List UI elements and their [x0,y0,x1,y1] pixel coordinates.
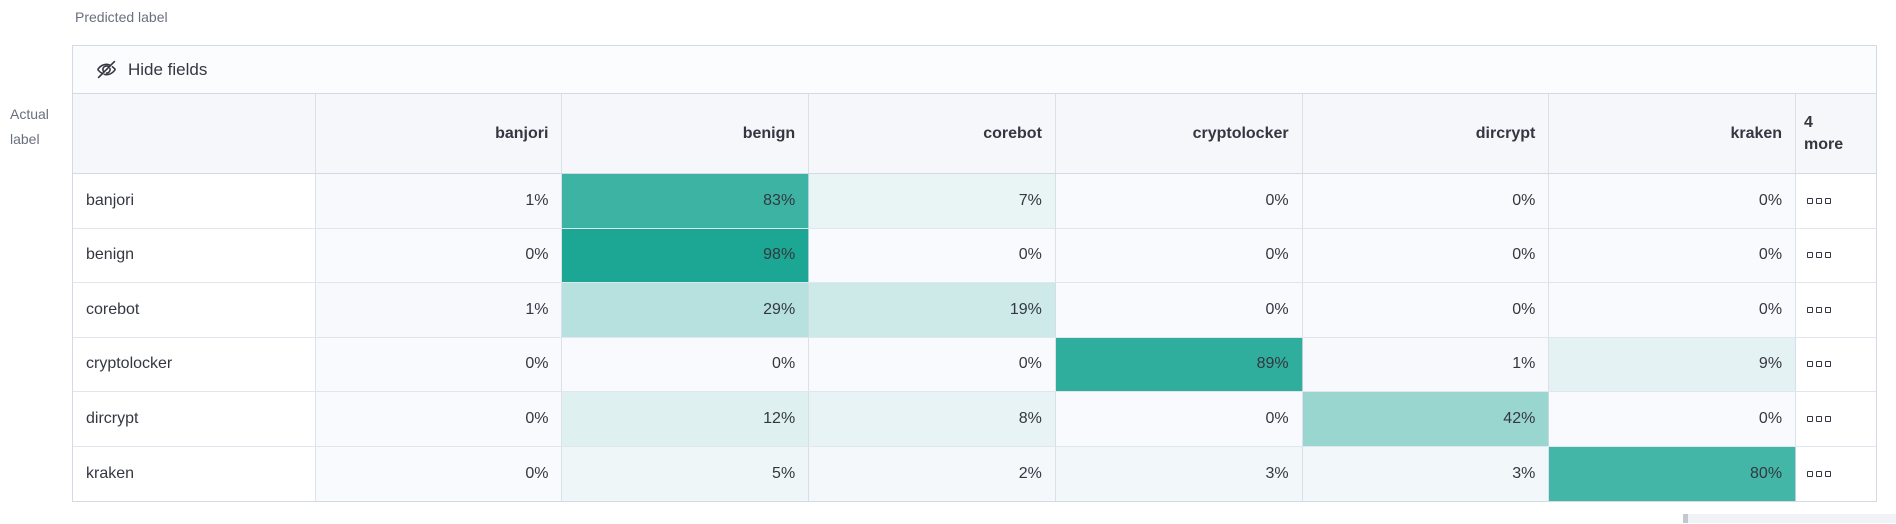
predicted-axis-label: Predicted label [75,9,168,25]
matrix-cell-banjori-dircrypt: 0% [1302,174,1550,228]
matrix-cell-kraken-benign: 5% [562,446,810,501]
matrix-cell-kraken-cryptolocker: 3% [1055,446,1303,501]
matrix-cell-kraken-dircrypt: 3% [1302,446,1550,501]
matrix-cell-dircrypt-dircrypt: 42% [1302,392,1550,446]
matrix-cell-corebot-cryptolocker: 0% [1055,283,1303,337]
matrix-body: banjori 1% 83% 7% 0% 0% 0% benign 0% 98% 0% 0% 0% 0% c… [73,174,1876,501]
matrix-row-kraken: kraken 0% 5% 2% 3% 3% 80% [73,446,1876,501]
matrix-cell-corebot-banjori: 1% [315,283,563,337]
row-label-dircrypt: dircrypt [73,392,316,446]
hide-fields-label: Hide fields [128,59,208,79]
matrix-cell-benign-kraken: 0% [1549,228,1797,282]
row-actions-cell [1796,228,1876,282]
matrix-cell-benign-cryptolocker: 0% [1055,228,1303,282]
matrix-cell-benign-benign: 98% [562,228,810,282]
actual-axis-label-line1: Actual [10,106,49,122]
matrix-cell-kraken-corebot: 2% [809,446,1056,501]
matrix-cell-dircrypt-benign: 12% [562,392,810,446]
matrix-cell-cryptolocker-dircrypt: 1% [1302,337,1550,391]
matrix-cell-corebot-dircrypt: 0% [1302,283,1550,337]
row-actions-cell [1796,337,1876,391]
matrix-cell-corebot-kraken: 0% [1549,283,1797,337]
column-header-kraken: kraken [1549,94,1797,173]
row-label-benign: benign [73,228,316,282]
matrix-row-banjori: banjori 1% 83% 7% 0% 0% 0% [73,174,1876,229]
matrix-cell-kraken-banjori: 0% [315,446,563,501]
column-header-corebot: corebot [809,94,1056,173]
matrix-cell-cryptolocker-corebot: 0% [809,337,1056,391]
column-header-cryptolocker: cryptolocker [1056,94,1303,173]
matrix-cell-kraken-kraken: 80% [1549,446,1797,501]
boxes-horizontal-icon[interactable] [1807,197,1832,204]
matrix-header-row: banjori benign corebot cryptolocker dircrypt… [73,94,1876,174]
matrix-cell-dircrypt-cryptolocker: 0% [1055,392,1303,446]
row-label-banjori: banjori [73,174,316,228]
matrix-cell-dircrypt-banjori: 0% [315,392,563,446]
matrix-cell-cryptolocker-benign: 0% [562,337,810,391]
matrix-cell-banjori-kraken: 0% [1549,174,1797,228]
row-label-corebot: corebot [73,283,316,337]
boxes-horizontal-icon[interactable] [1807,306,1832,313]
scrollbar-thumb-edge[interactable] [1683,514,1688,523]
boxes-horizontal-icon[interactable] [1807,470,1832,477]
row-actions-cell [1796,446,1876,501]
matrix-cell-banjori-cryptolocker: 0% [1055,174,1303,228]
actual-axis-label-line2: label [10,131,40,147]
column-header-banjori: banjori [316,94,563,173]
matrix-cell-cryptolocker-banjori: 0% [315,337,563,391]
matrix-cell-corebot-corebot: 19% [809,283,1056,337]
matrix-row-cryptolocker: cryptolocker 0% 0% 0% 89% 1% 9% [73,337,1876,392]
actual-axis-label: Actual label [10,102,49,152]
eye-closed-icon [97,60,116,79]
column-header-dircrypt: dircrypt [1303,94,1550,173]
header-corner-cell [73,94,316,173]
matrix-cell-dircrypt-corebot: 8% [809,392,1056,446]
matrix-cell-benign-banjori: 0% [315,228,563,282]
confusion-matrix-grid: Hide fields banjori benign corebot cryptolo… [72,45,1877,502]
column-header-benign: benign [562,94,810,173]
row-actions-cell [1796,283,1876,337]
matrix-cell-benign-dircrypt: 0% [1302,228,1550,282]
more-columns-header[interactable]: 4 more [1804,113,1844,153]
horizontal-scrollbar[interactable] [1683,514,1896,523]
matrix-cell-benign-corebot: 0% [809,228,1056,282]
row-actions-cell [1796,174,1876,228]
grid-toolbar: Hide fields [73,46,1876,94]
matrix-cell-cryptolocker-kraken: 9% [1549,337,1797,391]
row-actions-cell [1796,392,1876,446]
boxes-horizontal-icon[interactable] [1807,252,1832,259]
matrix-cell-banjori-corebot: 7% [809,174,1056,228]
matrix-row-dircrypt: dircrypt 0% 12% 8% 0% 42% 0% [73,392,1876,447]
row-label-cryptolocker: cryptolocker [73,337,316,391]
matrix-row-benign: benign 0% 98% 0% 0% 0% 0% [73,228,1876,283]
boxes-horizontal-icon[interactable] [1807,361,1832,368]
row-label-kraken: kraken [73,446,316,501]
matrix-cell-dircrypt-kraken: 0% [1549,392,1797,446]
matrix-cell-corebot-benign: 29% [562,283,810,337]
matrix-cell-banjori-banjori: 1% [315,174,563,228]
matrix-cell-cryptolocker-cryptolocker: 89% [1055,337,1303,391]
boxes-horizontal-icon[interactable] [1807,415,1832,422]
matrix-row-corebot: corebot 1% 29% 19% 0% 0% 0% [73,283,1876,338]
matrix-cell-banjori-benign: 83% [562,174,810,228]
hide-fields-button[interactable]: Hide fields [95,58,207,81]
